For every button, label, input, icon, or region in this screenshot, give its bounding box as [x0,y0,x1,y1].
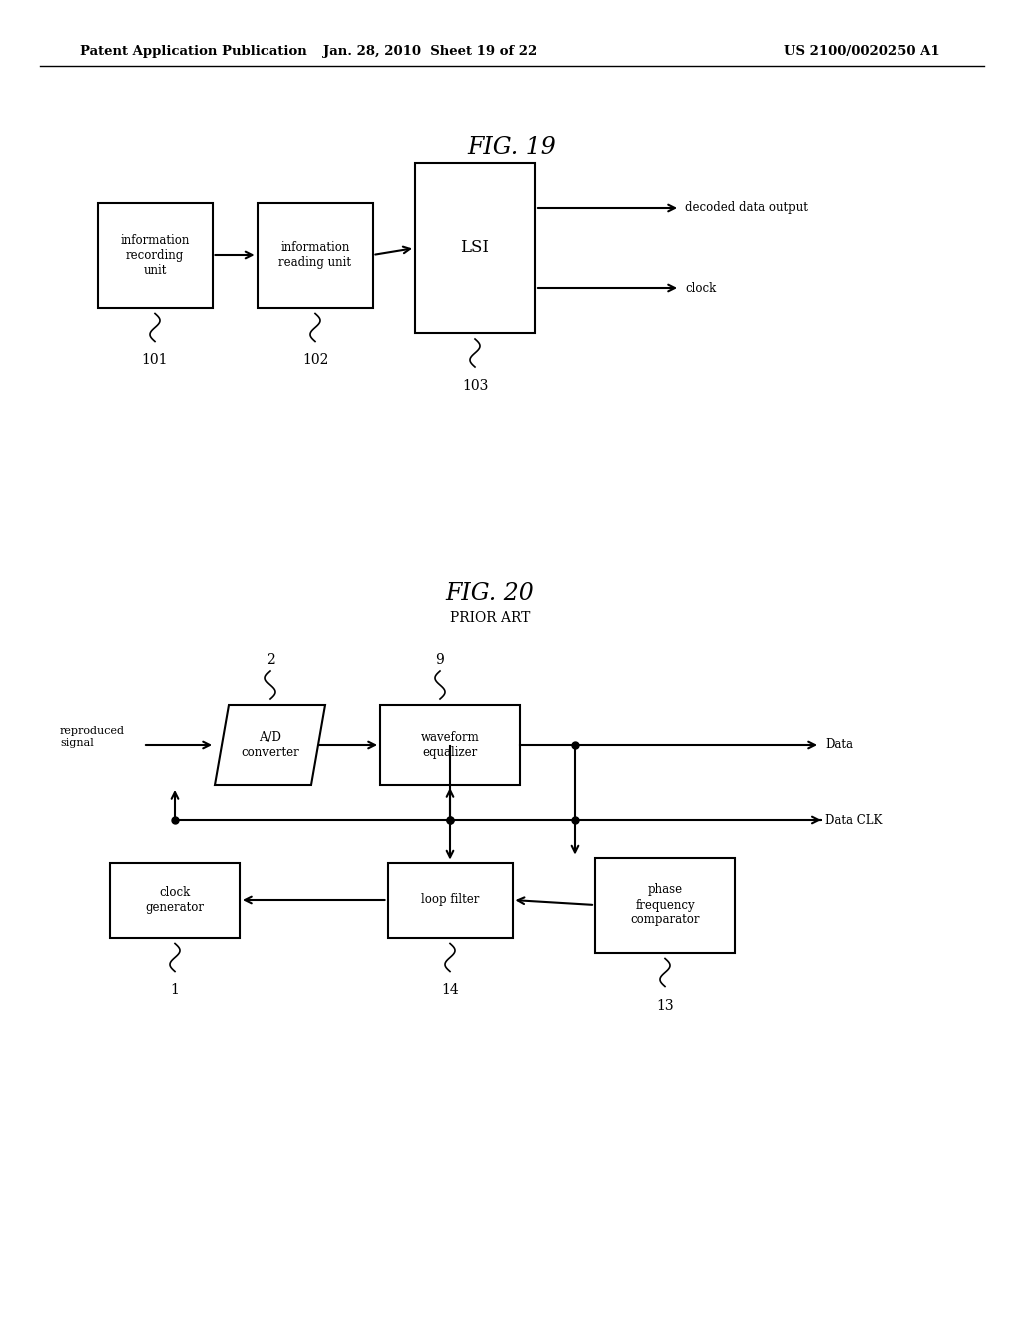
Text: phase
frequency
comparator: phase frequency comparator [630,883,699,927]
Text: loop filter: loop filter [421,894,479,907]
Text: LSI: LSI [461,239,489,256]
Text: 102: 102 [302,354,328,367]
Text: 13: 13 [656,998,674,1012]
Text: information
recording
unit: information recording unit [120,234,189,276]
Text: waveform
equalizer: waveform equalizer [421,731,479,759]
Text: 1: 1 [171,983,179,998]
Text: Jan. 28, 2010  Sheet 19 of 22: Jan. 28, 2010 Sheet 19 of 22 [323,45,538,58]
Text: 103: 103 [462,379,488,393]
Text: PRIOR ART: PRIOR ART [450,611,530,624]
Text: 101: 101 [141,354,168,367]
Bar [387,862,512,937]
Bar [595,858,735,953]
Text: FIG. 19: FIG. 19 [468,136,556,160]
Bar [97,202,213,308]
Text: A/D
converter: A/D converter [241,731,299,759]
Bar [415,162,535,333]
Text: Data: Data [825,738,853,751]
Text: decoded data output: decoded data output [685,202,808,214]
Text: Patent Application Publication: Patent Application Publication [80,45,307,58]
Text: 14: 14 [441,983,459,998]
Text: Data CLK: Data CLK [825,813,883,826]
Text: FIG. 20: FIG. 20 [445,582,535,605]
Text: US 2100/0020250 A1: US 2100/0020250 A1 [784,45,940,58]
Text: clock
generator: clock generator [145,886,205,913]
Text: clock: clock [685,281,716,294]
Polygon shape [215,705,325,785]
Text: 2: 2 [265,653,274,667]
Bar [257,202,373,308]
Text: 9: 9 [435,653,444,667]
Text: reproduced
signal: reproduced signal [60,726,125,748]
Bar [110,862,240,937]
Text: information
reading unit: information reading unit [279,242,351,269]
Bar [380,705,520,785]
